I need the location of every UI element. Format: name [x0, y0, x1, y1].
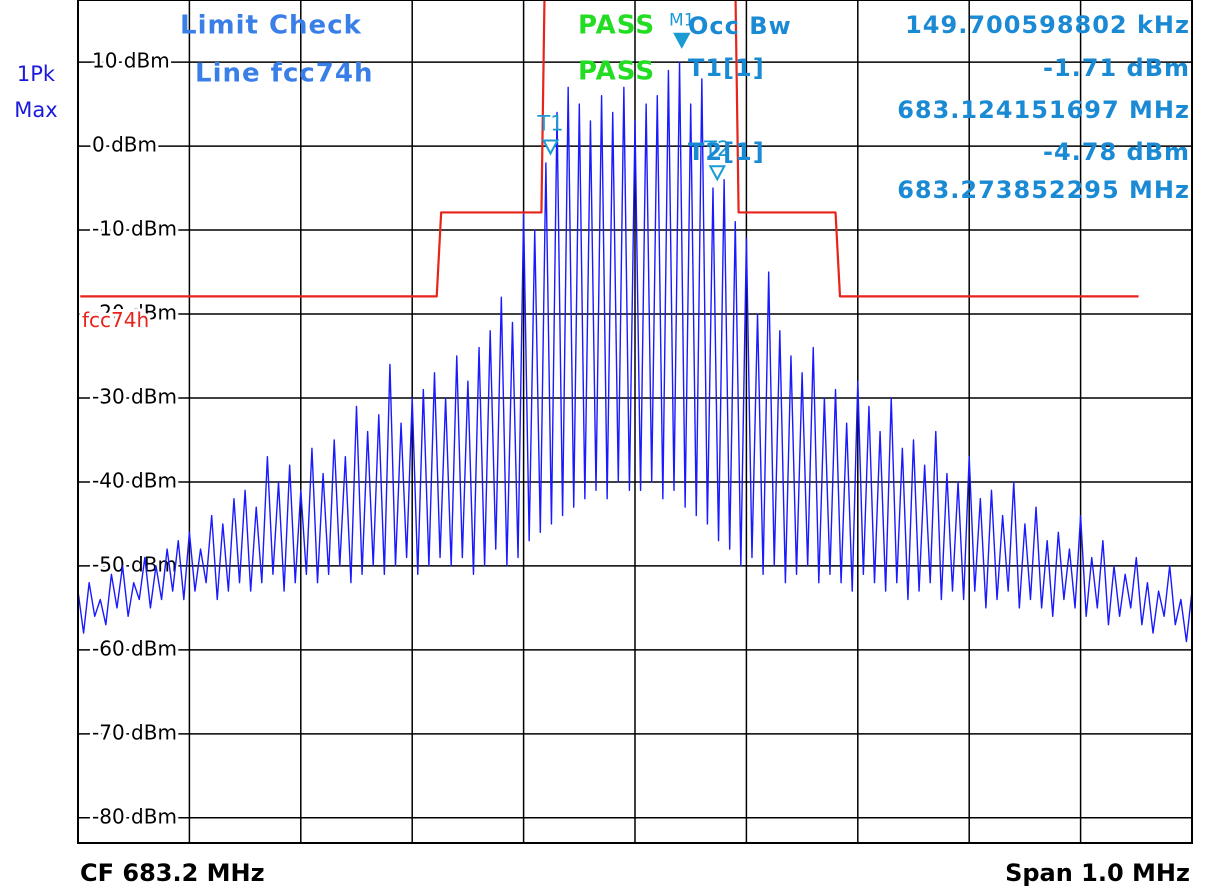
annotation: 683.273852295 MHz: [897, 176, 1190, 204]
annotation: Max: [14, 98, 57, 122]
marker-label: M1: [669, 11, 694, 31]
traces: [78, 0, 1192, 643]
annotation: PASS: [578, 11, 655, 41]
y-tick-label: -10 dBm: [92, 217, 177, 241]
marker: [541, 139, 560, 156]
limit-line-label: fcc74h: [82, 308, 149, 332]
annotation: Span 1.0 MHz: [1005, 859, 1190, 887]
annotation: T2[1]: [688, 138, 765, 166]
annotation: -1.71 dBm: [1043, 54, 1190, 82]
annotation: Occ Bw: [688, 12, 792, 40]
annotation: PASS: [578, 57, 655, 87]
y-tick-label: -30 dBm: [92, 384, 177, 408]
annotation: Line fcc74h: [195, 59, 374, 89]
annotation: Limit Check: [180, 11, 362, 41]
annotation: 1Pk: [17, 62, 56, 86]
annotation: T1[1]: [688, 54, 765, 82]
annotation: 149.700598802 kHz: [905, 11, 1190, 39]
marker: [708, 165, 726, 182]
marker: [673, 32, 691, 49]
y-tick-label: -60 dBm: [92, 636, 177, 660]
y-tick-label: -70 dBm: [92, 720, 177, 744]
y-tick-label: 0 dBm: [92, 133, 157, 157]
annotation: -4.78 dBm: [1043, 138, 1190, 166]
marker-label: T2: [703, 137, 730, 161]
plot-frame: [77, 0, 1193, 844]
annotation: CF 683.2 MHz: [80, 859, 265, 887]
marker-label: T1: [536, 111, 563, 135]
limit-line: [80, 0, 1139, 298]
y-tick-label: -40 dBm: [92, 468, 177, 492]
trace-line: [78, 61, 1192, 643]
y-tick-label: 10 dBm: [92, 49, 170, 73]
y-tick-label: -20 dBm: [92, 301, 177, 325]
annotation: 683.124151697 MHz: [897, 96, 1190, 124]
y-tick-label: -80 dBm: [92, 804, 177, 828]
